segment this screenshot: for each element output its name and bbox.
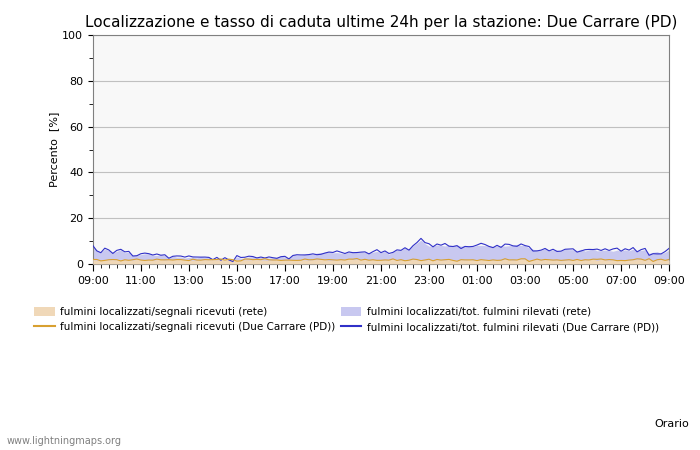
- Text: Orario: Orario: [654, 419, 690, 429]
- Title: Localizzazione e tasso di caduta ultime 24h per la stazione: Due Carrare (PD): Localizzazione e tasso di caduta ultime …: [85, 15, 677, 30]
- Legend: fulmini localizzati/segnali ricevuti (rete), fulmini localizzati/segnali ricevut: fulmini localizzati/segnali ricevuti (re…: [30, 302, 663, 337]
- Y-axis label: Percento  [%]: Percento [%]: [49, 112, 60, 187]
- Text: www.lightningmaps.org: www.lightningmaps.org: [7, 436, 122, 446]
